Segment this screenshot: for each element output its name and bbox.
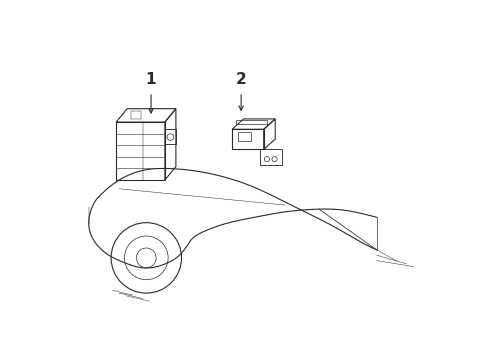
Text: 2: 2 xyxy=(235,72,246,87)
Text: 1: 1 xyxy=(145,72,156,87)
